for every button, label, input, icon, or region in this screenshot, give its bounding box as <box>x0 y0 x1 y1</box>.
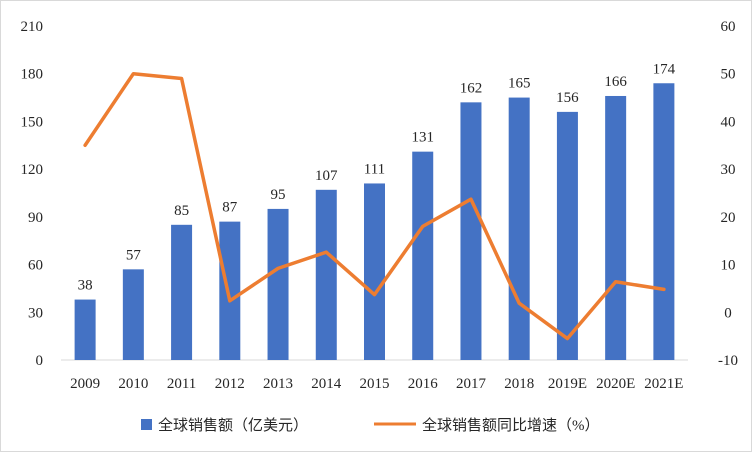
y-right-tick-label: 20 <box>721 210 736 226</box>
bar-data-label: 38 <box>78 278 93 294</box>
y-right-tick-label: -10 <box>718 353 738 369</box>
bar <box>171 225 192 360</box>
x-tick-label: 2012 <box>215 376 245 392</box>
x-tick-label: 2020E <box>596 376 635 392</box>
legend-swatch-bar <box>141 419 152 430</box>
bar-data-label: 87 <box>222 200 238 216</box>
y-right-tick-label: 0 <box>724 305 732 321</box>
y-right-tick-label: 50 <box>721 67 736 83</box>
x-tick-label: 2019E <box>548 376 587 392</box>
x-tick-label: 2015 <box>360 376 390 392</box>
x-tick-label: 2016 <box>408 376 439 392</box>
bar <box>460 102 481 360</box>
y-right-tick-label: 30 <box>721 162 736 178</box>
bar-data-label: 162 <box>460 80 483 96</box>
bar-data-label: 57 <box>126 247 142 263</box>
y-left-tick-label: 60 <box>28 258 43 274</box>
y-left-tick-label: 0 <box>36 353 44 369</box>
y-left-tick-label: 90 <box>28 210 43 226</box>
legend-label-bar: 全球销售额（亿美元） <box>158 416 308 434</box>
bar-data-label: 107 <box>315 168 338 184</box>
bar <box>557 112 578 360</box>
bar-data-label: 111 <box>364 161 385 177</box>
legend-label-line: 全球销售额同比增速（%） <box>422 416 600 434</box>
y-right-tick-label: 40 <box>721 114 736 130</box>
x-tick-label: 2009 <box>70 376 100 392</box>
bar <box>268 209 289 360</box>
bar <box>75 300 96 360</box>
bar <box>605 96 626 360</box>
bar <box>412 152 433 360</box>
bar <box>123 269 144 360</box>
y-right-tick-label: 60 <box>721 19 736 35</box>
bar-data-label: 85 <box>174 203 189 219</box>
y-left-tick-label: 120 <box>21 162 44 178</box>
bar <box>653 83 674 360</box>
bar-data-label: 95 <box>271 187 286 203</box>
bar-data-label: 174 <box>653 61 676 77</box>
legend: 全球销售额（亿美元） 全球销售额同比增速（%） <box>141 416 600 434</box>
x-tick-label: 2021E <box>644 376 683 392</box>
bar-data-label: 156 <box>556 90 579 106</box>
bar <box>364 183 385 360</box>
y-left-tick-label: 30 <box>28 305 43 321</box>
y-left-tick-label: 180 <box>21 67 44 83</box>
bar-data-label: 166 <box>604 74 627 90</box>
x-tick-label: 2014 <box>311 376 342 392</box>
bar <box>316 190 337 360</box>
x-tick-label: 2018 <box>504 376 534 392</box>
y-left-tick-label: 150 <box>21 114 44 130</box>
bar-data-label: 131 <box>411 130 434 146</box>
bar <box>509 98 530 360</box>
x-tick-label: 2011 <box>167 376 196 392</box>
y-right-tick-label: 10 <box>721 258 736 274</box>
y-left-tick-label: 210 <box>21 19 44 35</box>
bar <box>219 222 240 360</box>
x-tick-label: 2017 <box>456 376 487 392</box>
x-tick-label: 2013 <box>263 376 293 392</box>
bar-data-label: 165 <box>508 76 531 92</box>
x-tick-label: 2010 <box>118 376 148 392</box>
